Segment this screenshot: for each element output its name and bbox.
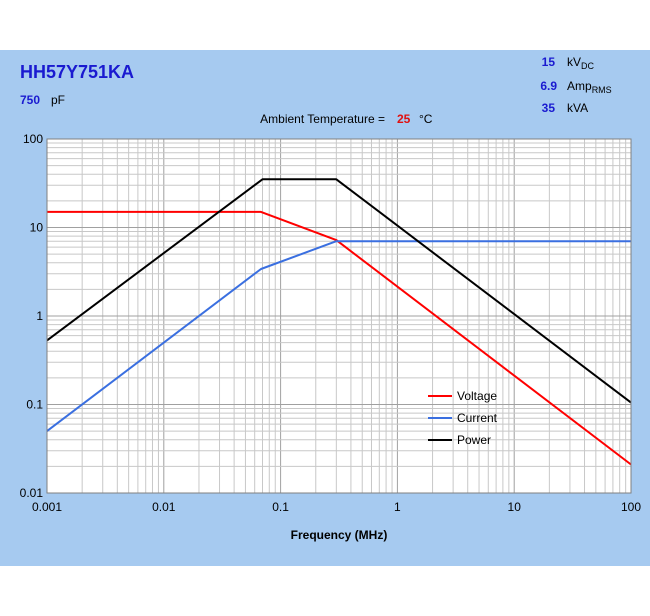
- x-tick-label: 0.1: [272, 500, 289, 514]
- current-rating-value: 6.9: [540, 79, 557, 93]
- plot-border: [46, 138, 632, 494]
- current-legend-label: Current: [457, 411, 498, 425]
- ambient-value: 25: [397, 112, 411, 126]
- x-tick-label: 100: [621, 500, 641, 514]
- power-line: [46, 178, 632, 404]
- ambient-unit: °C: [419, 112, 433, 126]
- y-tick-label: 100: [23, 132, 43, 146]
- current-line: [46, 240, 631, 432]
- legend: Voltage Current Power: [428, 389, 498, 447]
- x-tick-label: 1: [394, 500, 401, 514]
- power-rating-unit: kVA: [567, 101, 588, 115]
- voltage-legend-label: Voltage: [457, 389, 497, 403]
- x-axis-label: Frequency (MHz): [291, 528, 388, 542]
- y-tick-label: 0.1: [26, 398, 43, 412]
- part-number: HH57Y751KA: [20, 62, 134, 82]
- y-tick-label: 10: [30, 221, 44, 235]
- x-tick-label: 10: [508, 500, 522, 514]
- y-tick-label: 1: [36, 309, 43, 323]
- capacitance-unit: pF: [51, 93, 65, 107]
- chart: HH57Y751KA 750 pF Ambient Temperature = …: [20, 55, 642, 542]
- x-tick-label: 0.01: [152, 500, 176, 514]
- chart-panel: HH57Y751KA 750 pF Ambient Temperature = …: [0, 50, 650, 566]
- y-tick-label: 0.01: [20, 486, 44, 500]
- ambient-label: Ambient Temperature =: [260, 112, 385, 126]
- voltage-rating-unit: kVDC: [567, 55, 595, 71]
- voltage-rating-value: 15: [542, 55, 556, 69]
- power-legend-label: Power: [457, 433, 491, 447]
- power-rating-value: 35: [542, 101, 556, 115]
- capacitance-value: 750: [20, 93, 40, 107]
- series-lines: [46, 178, 632, 466]
- x-tick-label: 0.001: [32, 500, 62, 514]
- current-rating-unit: AmpRMS: [567, 79, 612, 95]
- voltage-line: [47, 210, 632, 466]
